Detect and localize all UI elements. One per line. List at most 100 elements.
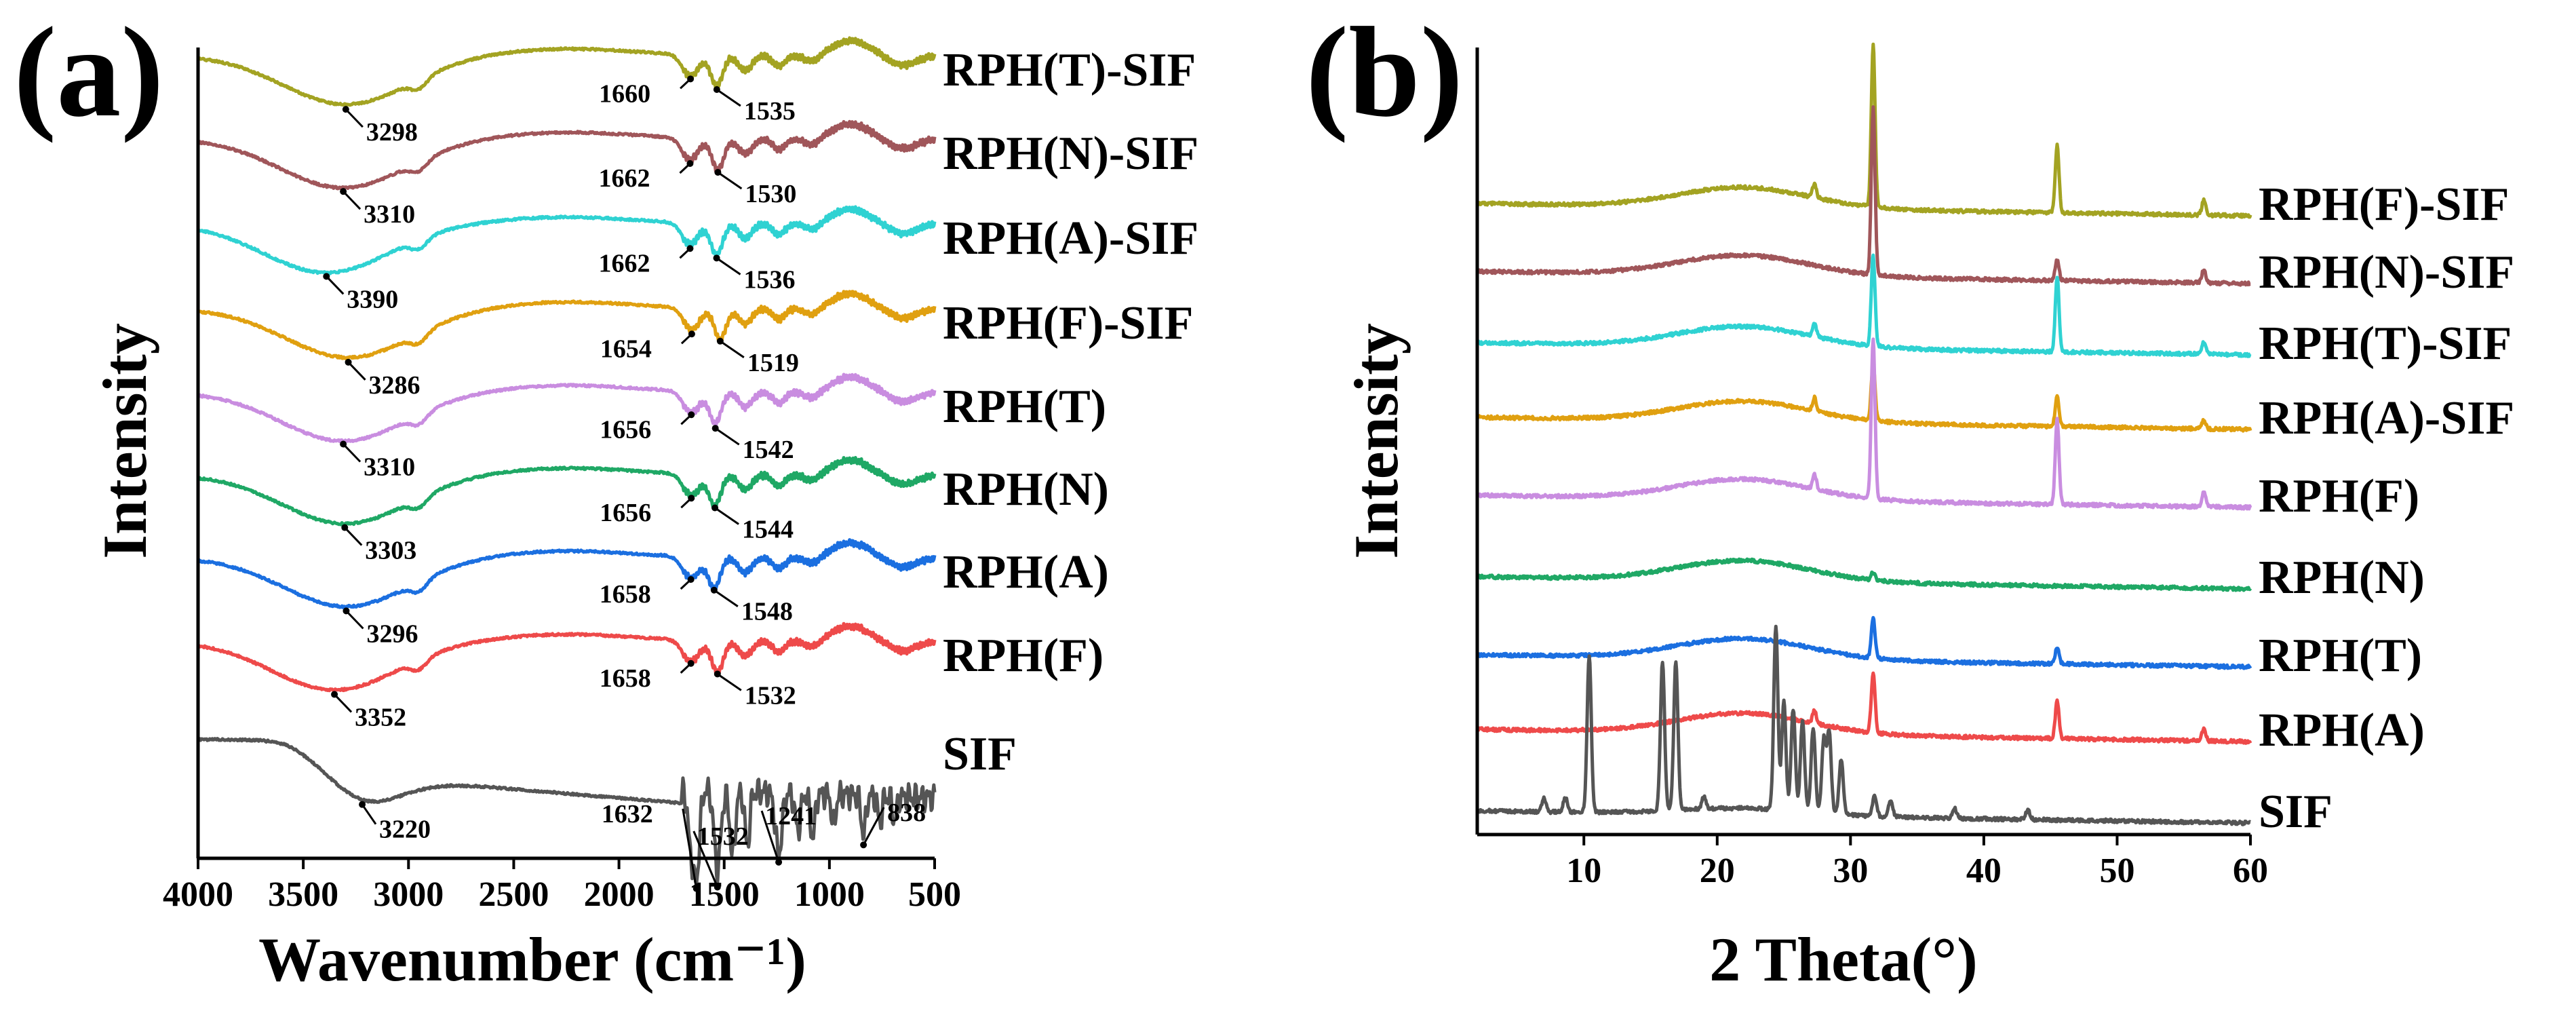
ftir-peak-label: 1548 xyxy=(741,598,793,626)
ftir-series-label: RPH(N)-SIF xyxy=(943,128,1198,180)
xrd-curve-rphn xyxy=(1475,557,2252,592)
panel-a-x-tick-label: 1000 xyxy=(794,875,865,914)
ftir-peak-marker: 3286 xyxy=(345,358,421,400)
panel-a-x-tick-label: 2000 xyxy=(584,875,655,914)
xrd-series-label: RPH(A) xyxy=(2259,704,2425,757)
ftir-peak-label: 1544 xyxy=(742,515,794,543)
ftir-peak-label: 3296 xyxy=(366,619,418,648)
panel-b-x-tick-label: 10 xyxy=(1566,852,1601,890)
xrd-series-label: RPH(A)-SIF xyxy=(2259,392,2514,444)
panel-b-axes: 10 20 30 40 50 60 xyxy=(1475,47,2268,890)
xrd-curve-sif xyxy=(1475,624,2252,826)
ftir-peak-marker: 3310 xyxy=(340,188,415,229)
ftir-peak-label: 1535 xyxy=(744,97,796,126)
ftir-peak-label: 1632 xyxy=(602,800,653,828)
ftir-peak-label: 1532 xyxy=(745,681,796,710)
ftir-peak-marker: 1656 xyxy=(600,495,695,527)
xrd-series-label: RPH(N)-SIF xyxy=(2259,246,2514,299)
panel-a-x-tick-label: 500 xyxy=(908,875,961,914)
ftir-curve-sif xyxy=(197,737,937,887)
panel-a-peak-annotations: 3298 1660 1535 3310 1662 1530 3390 1662 1536 3286… xyxy=(323,75,926,892)
ftir-peak-label: 1656 xyxy=(600,415,651,444)
ftir-peak-marker: 1544 xyxy=(711,504,794,543)
xrd-panel: (b) Intensity 2 Theta(°) RPH(F)-SIF RPH(N… xyxy=(1306,1,2514,994)
ftir-peak-marker: 1519 xyxy=(716,337,799,377)
panel-b-series-labels: RPH(F)-SIF RPH(N)-SIF RPH(T)-SIF RPH(A)-SIF… xyxy=(2259,178,2514,838)
ftir-peak-label: 3390 xyxy=(347,285,398,313)
panel-b-x-axis-title: 2 Theta(°) xyxy=(1709,925,1977,994)
ftir-peak-marker: 1662 xyxy=(598,160,694,193)
ftir-peak-marker: 1658 xyxy=(600,660,695,693)
panel-b-x-tick-label: 50 xyxy=(2099,852,2134,890)
ftir-peak-label: 1660 xyxy=(599,79,650,108)
ftir-peak-label: 3220 xyxy=(379,816,431,844)
ftir-peak-label: 1530 xyxy=(745,180,796,208)
panel-b-x-tick-label: 30 xyxy=(1833,852,1868,890)
xrd-curve-rphn-sif xyxy=(1476,105,2252,287)
panel-a-y-axis-title: Intensity xyxy=(90,323,159,559)
ftir-peak-marker: 1660 xyxy=(599,75,695,108)
ftir-series-label: RPH(F) xyxy=(943,630,1104,682)
ftir-peak-marker: 3390 xyxy=(323,273,398,313)
ftir-peak-label: 1662 xyxy=(598,249,650,278)
ftir-peak-marker: 1548 xyxy=(710,586,793,626)
panel-a-x-axis-title: Wavenumber (cm⁻¹) xyxy=(258,925,806,994)
ftir-peak-label: 1241 xyxy=(765,802,817,830)
panel-a-x-tick-label: 4000 xyxy=(163,875,233,914)
xrd-series-label: RPH(T)-SIF xyxy=(2259,318,2512,370)
ftir-curve-rpht-sif xyxy=(197,36,937,107)
ftir-curve-rphn xyxy=(197,456,937,527)
xrd-series-label: SIF xyxy=(2259,786,2333,838)
panel-a-x-tick-label: 1500 xyxy=(689,875,760,914)
ftir-peak-label: 1542 xyxy=(743,436,794,464)
ftir-curve-rphf-sif xyxy=(197,290,937,360)
ftir-peak-marker: 3352 xyxy=(331,691,406,731)
ftir-peak-marker: 1658 xyxy=(600,575,695,609)
xrd-curve-rpha xyxy=(1476,671,2252,745)
panel-a-series-labels: RPH(T)-SIF RPH(N)-SIF RPH(A)-SIF RPH(F)-SIF… xyxy=(943,44,1198,780)
ftir-peak-marker: 1654 xyxy=(600,330,695,363)
ftir-peak-label: 3298 xyxy=(366,118,418,147)
ftir-curve-rpha xyxy=(196,538,937,609)
ftir-peak-marker: 1662 xyxy=(598,245,694,278)
ftir-peak-marker: 1535 xyxy=(713,86,796,126)
xrd-series-label: RPH(N) xyxy=(2259,552,2425,604)
ftir-series-label: RPH(F)-SIF xyxy=(943,297,1193,349)
ftir-curve-rpht xyxy=(196,372,937,444)
panel-a-axes: 4000 3500 3000 2500 2000 1500 1000 500 xyxy=(163,47,961,914)
ftir-peak-marker: 1536 xyxy=(713,254,796,294)
ftir-peak-label: 3303 xyxy=(365,537,416,565)
ftir-peak-label: 1532 xyxy=(697,822,749,851)
ftir-peak-label: 1656 xyxy=(600,499,651,527)
ftir-peak-label: 1658 xyxy=(600,580,651,609)
panel-a-x-tick-label: 2500 xyxy=(478,875,549,914)
panel-a-curves xyxy=(196,36,937,887)
ftir-peak-marker: 1542 xyxy=(711,425,794,464)
ftir-series-label: SIF xyxy=(943,728,1017,780)
panel-b-x-tick-label: 60 xyxy=(2233,852,2268,890)
xrd-curve-rpht-sif xyxy=(1476,253,2252,358)
ftir-peak-marker: 1632 xyxy=(602,800,700,892)
ftir-peak-label: 1536 xyxy=(744,265,796,294)
ftir-series-label: RPH(T)-SIF xyxy=(943,44,1196,96)
ftir-peak-label: 3286 xyxy=(369,371,421,400)
panel-b-y-axis-title: Intensity xyxy=(1342,323,1411,559)
ftir-series-label: RPH(N) xyxy=(943,463,1109,516)
ftir-curve-rphf xyxy=(197,622,937,693)
ftir-peak-marker: 3310 xyxy=(340,440,415,482)
ftir-peak-marker: 1530 xyxy=(714,168,796,208)
ftir-peak-marker: 3220 xyxy=(359,801,431,844)
xrd-curve-rpht xyxy=(1476,615,2252,670)
xrd-curve-rpha-sif xyxy=(1475,362,2252,433)
panel-a-label: (a) xyxy=(14,1,164,144)
ftir-peak-marker: 838 xyxy=(860,799,926,849)
ftir-curve-rpha-sif xyxy=(197,205,937,275)
panel-b-curves xyxy=(1475,42,2252,826)
ftir-series-label: RPH(A)-SIF xyxy=(943,212,1198,265)
panel-b-label: (b) xyxy=(1306,1,1463,144)
xrd-curve-rphf-sif xyxy=(1475,42,2252,219)
ftir-peak-marker: 3296 xyxy=(343,607,418,648)
xrd-series-label: RPH(F) xyxy=(2259,470,2419,522)
panel-b-x-tick-label: 20 xyxy=(1700,852,1735,890)
